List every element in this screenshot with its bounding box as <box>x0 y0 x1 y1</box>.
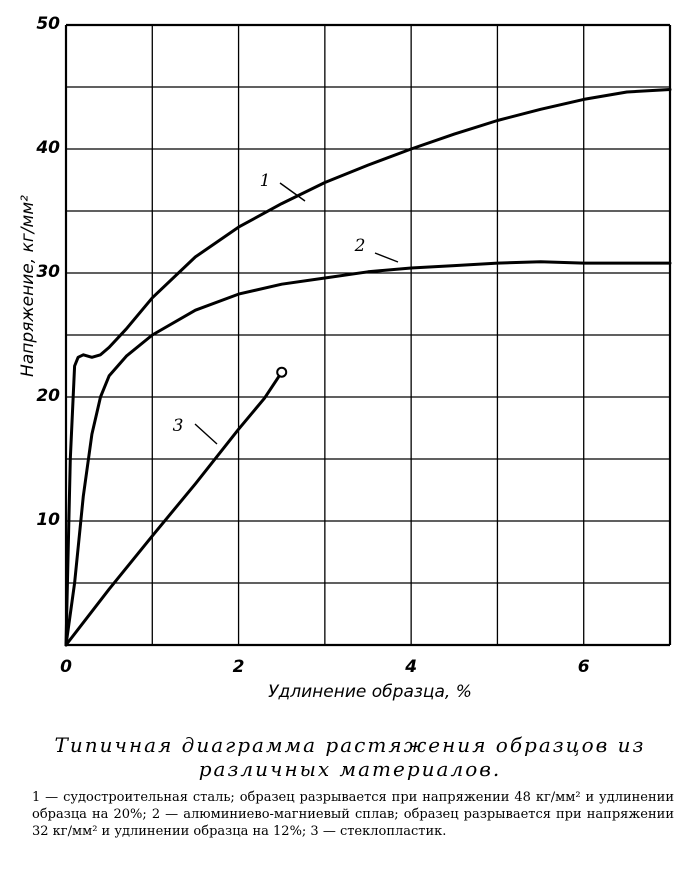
series-label-leader <box>194 423 218 445</box>
caption-note: 1 — судостроительная сталь; образец разр… <box>32 790 674 839</box>
series-3-end-marker <box>276 366 288 378</box>
series-line-1 <box>64 88 672 647</box>
y-tick-label: 30 <box>36 262 60 282</box>
y-tick-label: 20 <box>36 386 60 406</box>
series-line-2 <box>64 260 672 647</box>
series-label-1: 1 <box>260 171 271 191</box>
series-label-2: 2 <box>354 236 366 256</box>
x-axis-label: Удлинение образца, % <box>268 682 472 702</box>
series-lines <box>64 88 672 647</box>
grid <box>64 23 672 647</box>
y-tick-label: 50 <box>36 14 60 34</box>
x-tick-label: 0 <box>60 657 72 677</box>
y-axis-label: Напряжение, кг/мм² <box>18 195 38 377</box>
series-label-leader <box>374 252 399 263</box>
figure-caption: Типичная диаграмма растяжения образцов и… <box>20 733 680 840</box>
x-tick-label: 2 <box>233 657 245 677</box>
x-tick-label: 4 <box>404 657 417 677</box>
x-tick-label: 6 <box>578 657 590 677</box>
series-labels: 1 2 3 <box>173 171 399 445</box>
series-line-3 <box>64 370 284 647</box>
tick-labels: 0 2 4 6 10 20 30 40 50 <box>35 14 589 677</box>
caption-title: Типичная диаграмма растяжения образцов и… <box>54 733 646 781</box>
series-label-3: 3 <box>173 416 184 436</box>
series-label-leader <box>279 182 306 202</box>
y-tick-label: 10 <box>36 510 60 530</box>
y-tick-label: 40 <box>35 138 60 158</box>
